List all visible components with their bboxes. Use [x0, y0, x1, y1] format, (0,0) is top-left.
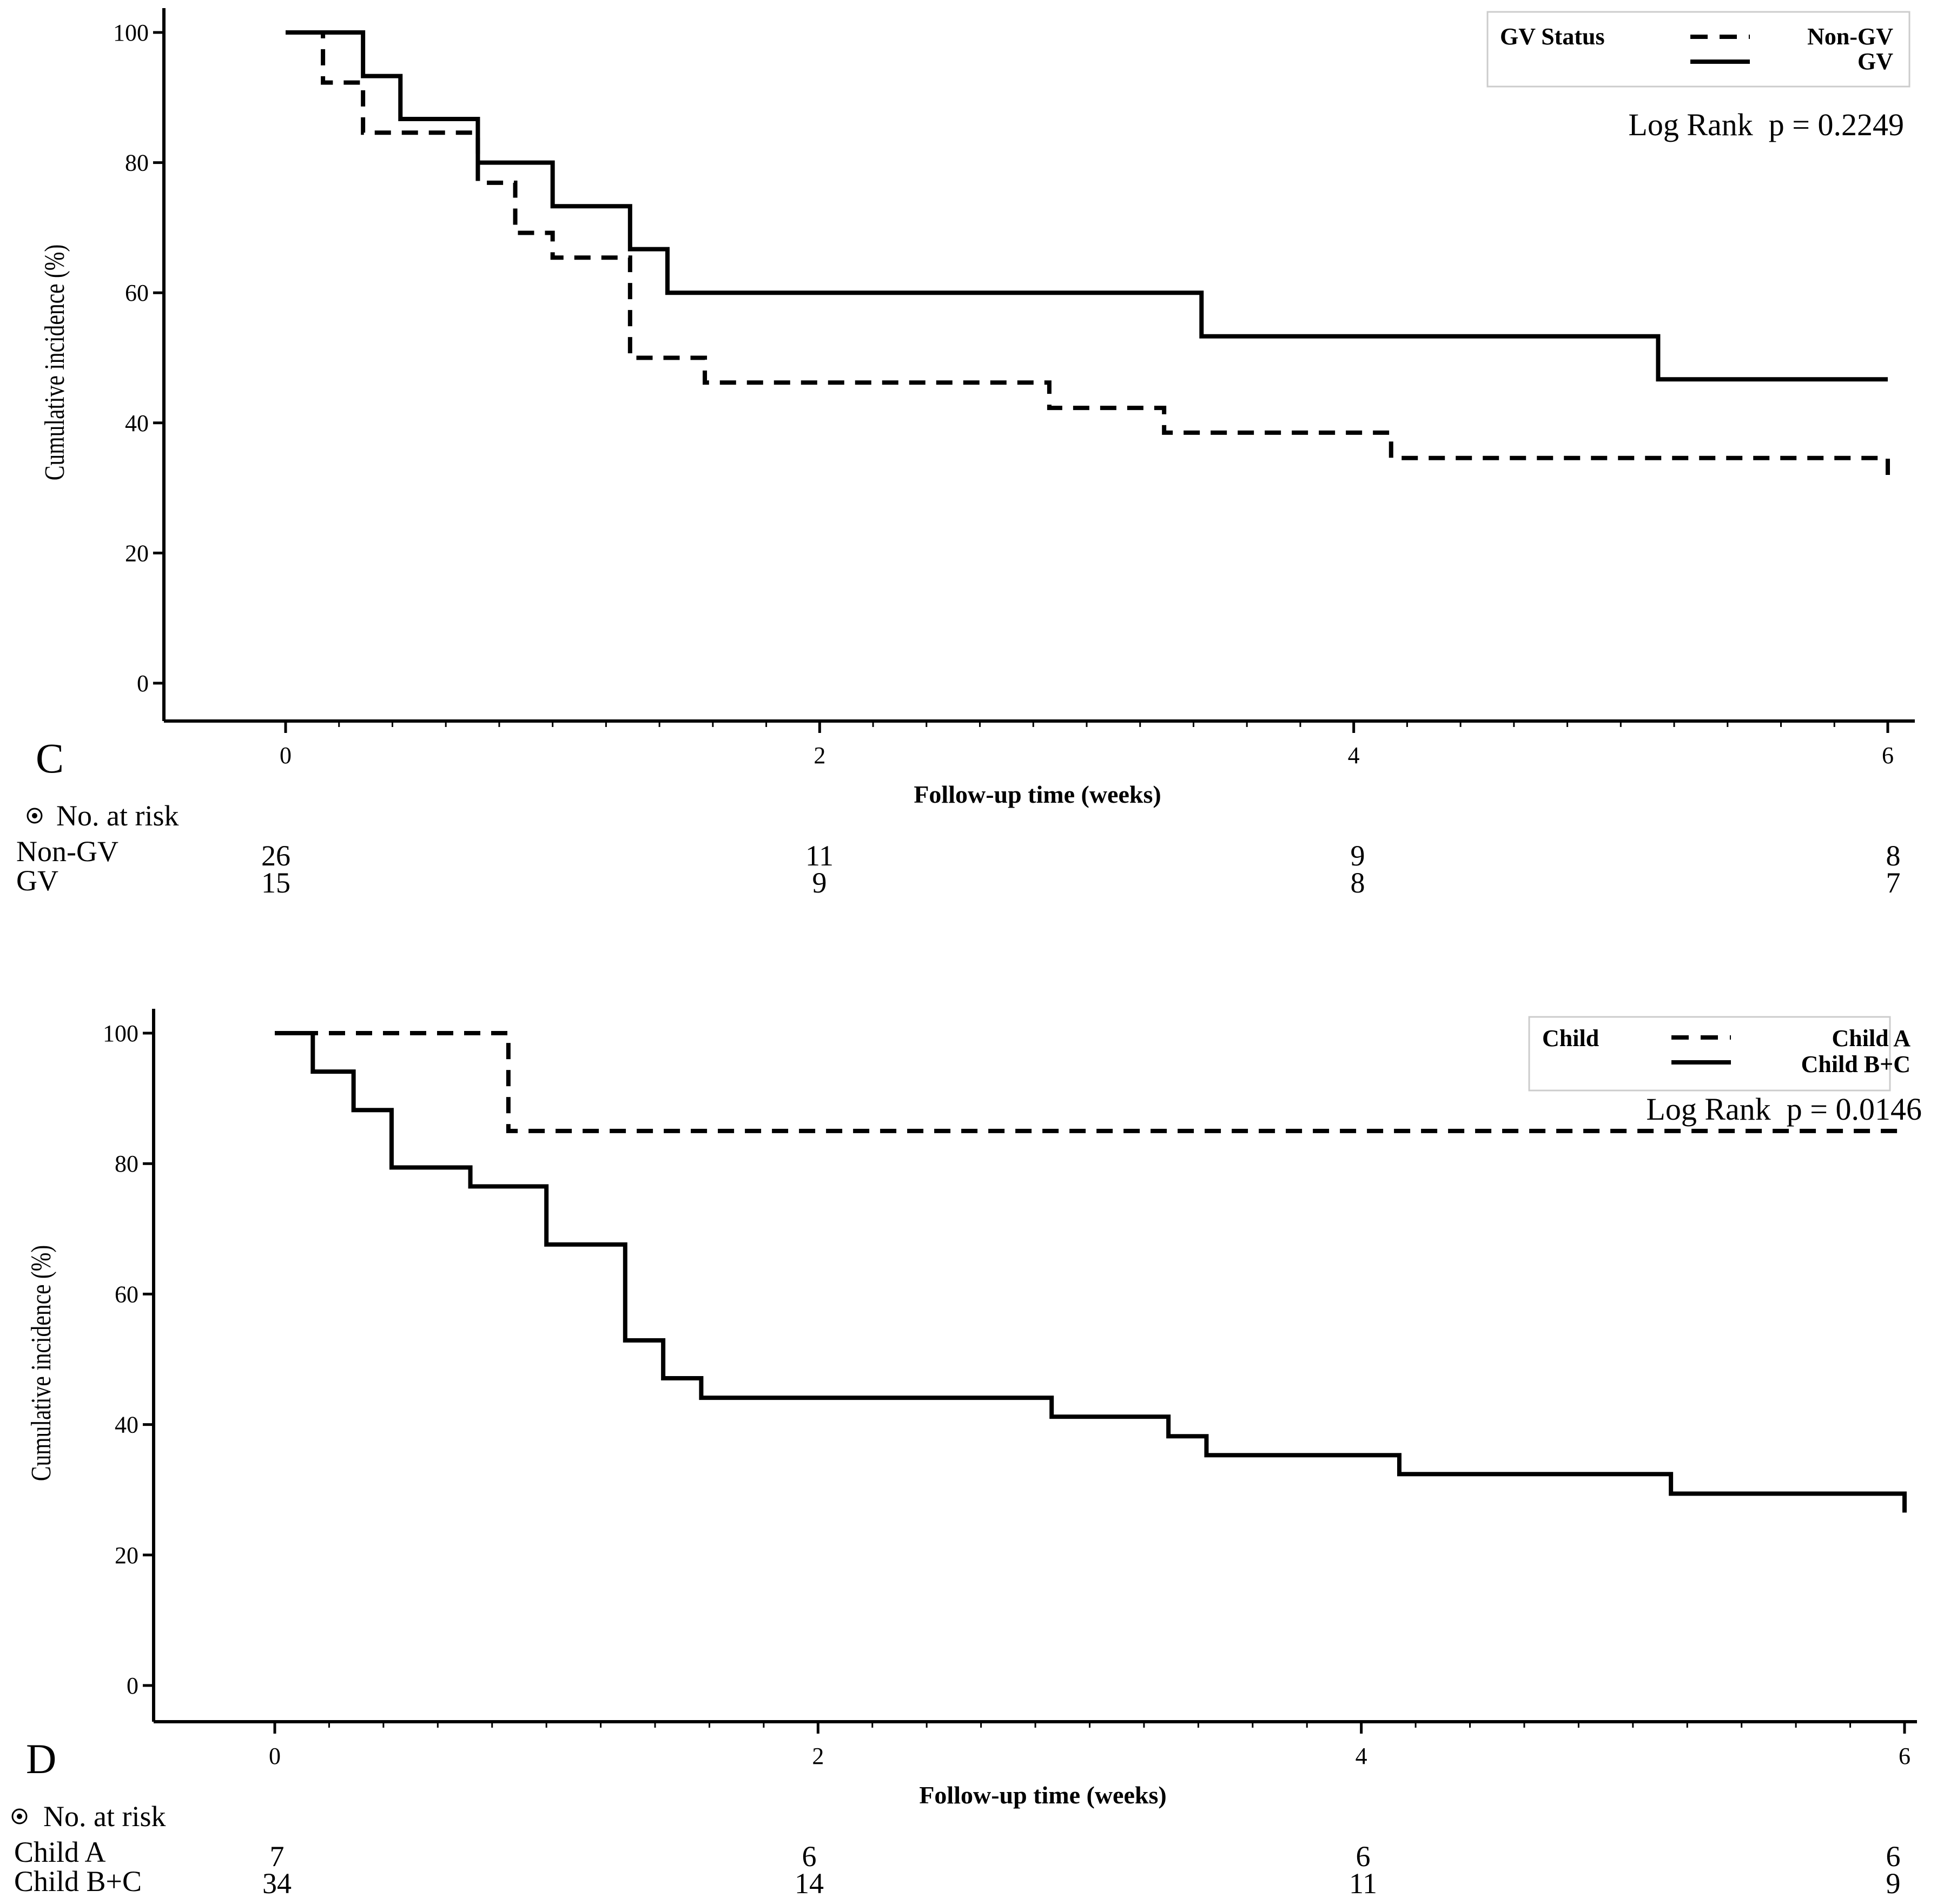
legend-entry-child-a: Child A — [1832, 1025, 1910, 1052]
y-axis-label: Cumulative incidence (%) — [26, 1245, 57, 1482]
risk-value: 8 — [1351, 867, 1365, 899]
y-tick-label: 40 — [115, 1412, 138, 1438]
risk-table-title: No. at risk — [43, 1800, 166, 1833]
risk-value: 6 — [802, 1840, 817, 1873]
legend-title: Child — [1542, 1025, 1599, 1052]
curve-non-gv — [286, 30, 1890, 475]
y-tick-label: 0 — [127, 1672, 138, 1699]
y-tick-label: 80 — [125, 150, 149, 176]
curves — [286, 30, 1890, 475]
y-tick-label: 60 — [115, 1281, 138, 1307]
risk-value: 9 — [812, 867, 827, 899]
risk-value: 11 — [805, 839, 834, 872]
risk-table: No. at risk Non-GV GV 26 11 9 815 9 8 7 — [16, 799, 1901, 899]
risk-row-label: Child B+C — [14, 1865, 142, 1898]
x-tick-label: 0 — [269, 1743, 281, 1769]
risk-table: No. at risk Child A Child B+C 7 6 6 6 34 14 11… — [11, 1800, 1901, 1900]
curve-child-a — [275, 1031, 1905, 1133]
curve-gv — [286, 30, 1888, 382]
curve-child-b-c — [275, 1031, 1907, 1513]
legend-entry-gv: GV — [1857, 48, 1893, 75]
log-rank-annotation: Log Rank p = 0.2249 — [1628, 107, 1904, 142]
y-tick-label: 100 — [103, 1020, 138, 1047]
risk-value: 26 — [261, 839, 290, 872]
y-ticks: 0 20 40 60 80 100 — [103, 1020, 154, 1699]
risk-value: 11 — [1349, 1867, 1377, 1900]
x-axis-label: Follow-up time (weeks) — [914, 781, 1161, 808]
x-tick-label: 2 — [814, 742, 825, 769]
x-tick-label: 6 — [1882, 742, 1894, 769]
risk-values: 26 11 9 815 9 8 7 — [261, 839, 1901, 899]
x-tick-label: 6 — [1899, 1743, 1910, 1769]
panel-d: D Cumulative incidence (%) Follow-up tim… — [11, 1009, 1922, 1900]
y-tick-label: 0 — [137, 670, 149, 697]
x-tick-label: 4 — [1356, 1743, 1367, 1769]
y-tick-label: 40 — [125, 410, 149, 437]
panel-label: C — [36, 735, 64, 782]
risk-value: 8 — [1886, 839, 1901, 872]
x-tick-label: 4 — [1348, 742, 1360, 769]
y-tick-label: 60 — [125, 280, 149, 306]
risk-row-label: Child A — [14, 1836, 106, 1868]
y-tick-label: 80 — [115, 1151, 138, 1177]
x-tick-label: 2 — [812, 1743, 824, 1769]
x-ticks: 0 2 4 6 — [280, 721, 1894, 769]
log-rank-annotation: Log Rank p = 0.0146 — [1646, 1092, 1922, 1127]
y-tick-label: 20 — [125, 540, 149, 566]
risk-value: 9 — [1351, 839, 1365, 872]
risk-value: 6 — [1886, 1840, 1901, 1873]
risk-table-icon — [11, 1808, 28, 1824]
panel-label: D — [26, 1735, 56, 1782]
risk-value: 34 — [262, 1867, 292, 1900]
legend-entry-child-bc: Child B+C — [1801, 1051, 1910, 1077]
x-tick-label: 0 — [280, 742, 292, 769]
y-axis-label: Cumulative incidence (%) — [39, 244, 70, 481]
risk-value: 15 — [261, 867, 290, 899]
panel-c: C Cumulative incidence (%) Follow-up tim… — [16, 8, 1915, 899]
legend-box — [1528, 1016, 1891, 1092]
risk-table-title: No. at risk — [56, 799, 179, 832]
curves — [275, 1031, 1907, 1513]
risk-value: 9 — [1886, 1867, 1901, 1900]
risk-row-label: Non-GV — [16, 835, 118, 868]
legend-entry-non-gv: Non-GV — [1807, 23, 1893, 50]
risk-value: 7 — [270, 1840, 285, 1873]
risk-value: 6 — [1356, 1840, 1371, 1873]
y-tick-label: 20 — [115, 1542, 138, 1569]
x-axis-label: Follow-up time (weeks) — [919, 1781, 1166, 1809]
legend: GV Status Non-GV GV — [1486, 11, 1910, 88]
risk-value: 14 — [795, 1867, 824, 1900]
y-tick-label: 100 — [113, 19, 149, 46]
legend-box — [1486, 11, 1910, 88]
risk-value: 7 — [1886, 867, 1901, 899]
risk-row-label: GV — [16, 864, 58, 897]
legend: Child Child A Child B+C — [1528, 1016, 1910, 1092]
y-ticks: 0 20 40 60 80 100 — [113, 19, 164, 697]
legend-title: GV Status — [1500, 23, 1605, 50]
risk-table-icon — [27, 808, 43, 824]
risk-values: 7 6 6 6 34 14 11 9 — [262, 1840, 1901, 1900]
